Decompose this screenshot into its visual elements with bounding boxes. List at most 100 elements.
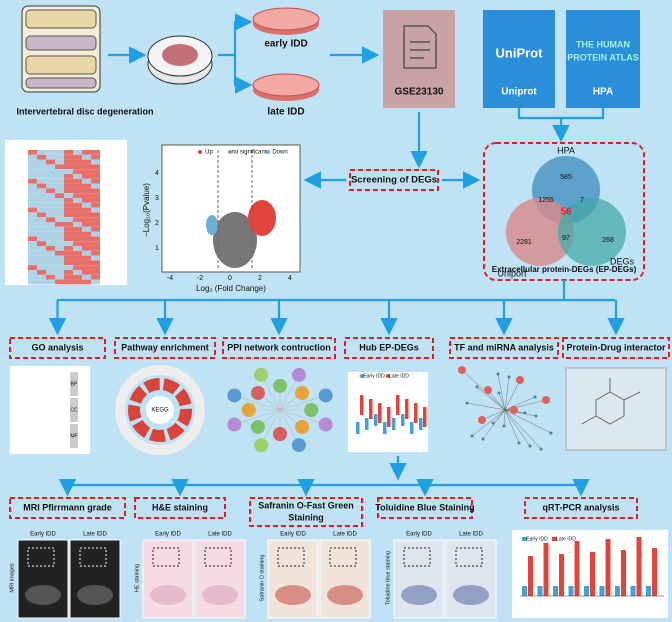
heatmap-cell <box>28 222 37 227</box>
heatmap-cell <box>37 260 46 266</box>
ppi-node <box>254 438 269 453</box>
venn-count: 97 <box>562 235 570 242</box>
group-label: Late IDD <box>83 532 107 538</box>
tf-node <box>484 386 492 394</box>
heatmap-cell <box>28 174 37 179</box>
heatmap-cell <box>64 241 73 246</box>
heatmap-cell <box>82 255 91 261</box>
y-tick-label: 4 <box>155 170 159 177</box>
heatmap-cell <box>73 202 82 208</box>
hpa-logo: THE HUMAN <box>576 39 630 49</box>
tf-edge <box>471 409 506 437</box>
heatmap-cell <box>73 193 82 198</box>
kegg-thumb <box>115 365 205 455</box>
heatmap-cell <box>55 178 64 184</box>
validation-box <box>134 497 226 519</box>
heatmap-cell <box>46 265 55 270</box>
legend-label: Down <box>272 150 287 156</box>
heatmap-cell <box>91 212 100 218</box>
heatmap-cell <box>55 207 64 213</box>
heatmap-cell <box>55 154 64 160</box>
heatmap-cell <box>73 159 82 165</box>
heatmap-cell <box>46 159 55 165</box>
box-late <box>360 395 364 415</box>
pcr-bar-late <box>543 543 549 596</box>
heatmap-cell <box>37 246 46 251</box>
tf-edge <box>504 409 520 444</box>
heatmap-cell <box>37 150 46 155</box>
ppi-node <box>295 419 310 434</box>
heatmap-cell <box>46 178 55 184</box>
heatmap-cell <box>28 164 37 170</box>
heatmap-cell <box>91 236 100 242</box>
heatmap-cell <box>64 231 73 237</box>
tf-edge <box>466 402 506 411</box>
zoom-box <box>329 547 357 567</box>
heatmap-cell <box>28 217 37 222</box>
validation-box <box>9 497 126 519</box>
heatmap-cell <box>46 188 55 194</box>
zoom-box <box>152 547 180 567</box>
tf-edge <box>504 379 521 411</box>
heatmap-cell <box>91 250 100 256</box>
ppi-node <box>227 417 242 432</box>
venn-count: 7 <box>580 197 584 204</box>
heatmap-cell <box>46 260 55 266</box>
heatmap-cell <box>73 250 82 256</box>
ppi-node <box>227 388 242 403</box>
heatmap-cell <box>37 207 46 213</box>
heatmap-cell <box>28 159 37 165</box>
y-tick-label: 1 <box>155 245 159 252</box>
heatmap-cell <box>91 198 100 203</box>
heatmap-cell <box>64 260 73 266</box>
heatmap <box>5 140 127 285</box>
ppi-thumb <box>227 367 333 453</box>
gse-label: GSE23130 <box>395 87 444 98</box>
texture <box>275 585 311 605</box>
heatmap-cell <box>55 198 64 203</box>
heatmap-cell <box>64 159 73 165</box>
pcr-bar-late <box>605 539 611 596</box>
heatmap-cell <box>37 178 46 184</box>
analysis-label: Protein-Drug interactor <box>566 342 666 352</box>
heatmap-cell <box>55 169 64 174</box>
heatmap-cell <box>46 207 55 213</box>
heatmap-cell <box>91 202 100 208</box>
heatmap-cell <box>37 265 46 270</box>
heatmap-cell <box>82 236 91 242</box>
venn-count: 1255 <box>538 197 554 204</box>
heatmap-cell <box>91 169 100 174</box>
heatmap-cell <box>91 231 100 237</box>
tf-node <box>528 444 532 448</box>
heatmap-cell <box>64 236 73 242</box>
heatmap-cell <box>46 236 55 242</box>
validation-label: H&E staining <box>152 502 208 512</box>
heatmap-cell <box>28 255 37 261</box>
tf-edge <box>497 373 506 411</box>
heatmap-cell <box>73 270 82 275</box>
kegg-label: KEGG <box>151 408 169 414</box>
heatmap-cell <box>73 169 82 174</box>
heatmap-cell <box>28 265 37 270</box>
pcr-bar-late <box>559 554 564 596</box>
pcr-bar-late <box>590 552 595 596</box>
ppi-edge <box>279 409 326 425</box>
heatmap-cell <box>46 222 55 227</box>
tf-edge <box>504 409 552 434</box>
venn-caption: Extracellular protein-DEGs (EP-DEGs) <box>492 265 637 274</box>
heatmap-cell <box>73 198 82 203</box>
heatmap-cell <box>28 279 37 285</box>
heatmap-cell <box>55 174 64 179</box>
go-thumb <box>10 366 90 454</box>
box-early <box>374 414 378 426</box>
heatmap-cell <box>64 279 73 285</box>
heatmap-cell <box>37 154 46 160</box>
heatmap-cell <box>82 250 91 256</box>
hpa-box <box>566 10 640 108</box>
tf-node <box>481 437 485 441</box>
analysis-box <box>222 337 336 359</box>
screening-box <box>349 169 439 191</box>
legend-label: no significant <box>231 150 266 156</box>
heatmap-cell <box>46 231 55 237</box>
box-early <box>419 418 423 430</box>
